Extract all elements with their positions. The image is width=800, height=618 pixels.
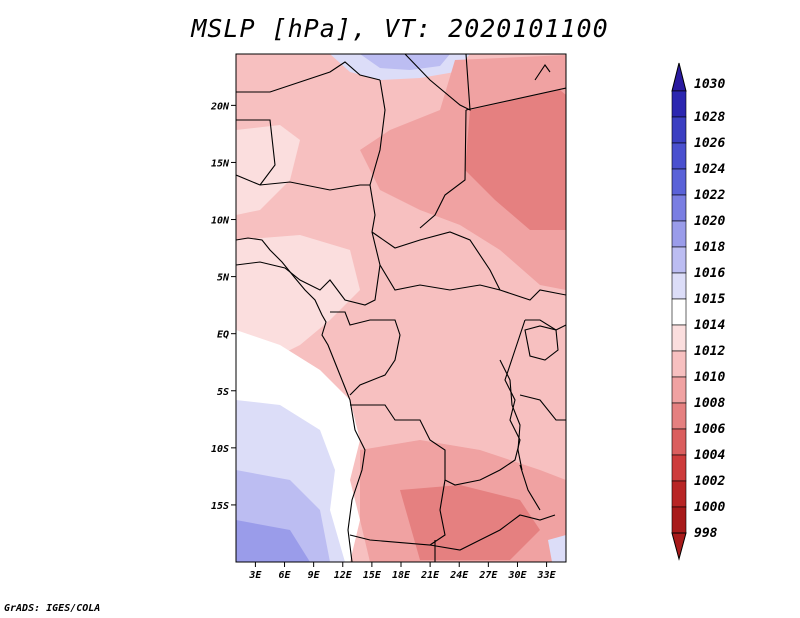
- colorbar-label: 1024: [694, 162, 725, 177]
- colorbar-swatch: [671, 116, 687, 144]
- y-tick-label: 5N: [217, 273, 230, 284]
- y-tick-label: 5S: [217, 387, 229, 398]
- x-tick-label: 15E: [363, 570, 382, 581]
- border-tanzania: [519, 394, 566, 421]
- colorbar-label: 1015: [694, 292, 725, 307]
- border-gabon-congo: [330, 311, 401, 396]
- border-libya-chad: [369, 79, 386, 186]
- lake-malawi: [519, 464, 541, 511]
- pressure-field: [236, 54, 566, 562]
- y-tick-label: 20N: [210, 101, 230, 112]
- field-atlantic-1020: [236, 520, 310, 562]
- border-zambia-zimbabwe: [429, 514, 556, 551]
- x-tick-label: 12E: [334, 570, 353, 581]
- field-sudan-low-core: [465, 90, 566, 230]
- colorbar-label: 1000: [694, 500, 725, 515]
- lake-victoria: [524, 325, 559, 361]
- y-tick-label: EQ: [217, 330, 229, 341]
- border-libya-egypt: [404, 54, 471, 111]
- border-drc-north: [379, 264, 566, 301]
- colorbar-swatch: [671, 506, 687, 534]
- border-angola-namibia: [349, 479, 446, 546]
- border-uganda-kenya: [525, 319, 566, 331]
- x-tick-label: 30E: [507, 570, 527, 581]
- colorbar-swatch: [671, 246, 687, 274]
- colorbar-swatch: [671, 480, 687, 508]
- x-tick-label: 3E: [248, 570, 262, 581]
- x-tick-label: 18E: [392, 570, 411, 581]
- x-tick-label: 27E: [478, 570, 498, 581]
- colorbar-label: 1030: [694, 77, 725, 92]
- colorbar-label: 1006: [694, 422, 725, 437]
- colorbar-swatch: [671, 168, 687, 196]
- border-chad-sudan: [419, 109, 467, 229]
- colorbar-label: 1022: [694, 188, 725, 203]
- colorbar-label: 1026: [694, 136, 725, 151]
- border-mali-niger: [236, 119, 276, 186]
- colorbar-swatch: [671, 272, 687, 300]
- colorbar-swatch: [671, 142, 687, 170]
- footer-credit: GrADS: IGES/COLA: [4, 603, 101, 614]
- colorbar-label: 1010: [694, 370, 725, 385]
- colorbar-label: 998: [694, 526, 718, 541]
- x-axis: 3E 6E 9E 12E 15E 18E 21E 24E 27E 30E 33E: [248, 562, 557, 581]
- y-tick-label: 15S: [211, 501, 229, 512]
- x-tick-label: 24E: [449, 570, 469, 581]
- colorbar-label: 1018: [694, 240, 725, 255]
- coastline-west: [236, 237, 366, 562]
- border-car: [371, 231, 501, 291]
- field-guinea: [236, 235, 360, 360]
- x-tick-label: 6E: [279, 570, 292, 581]
- colorbar-label: 1008: [694, 396, 725, 411]
- colorbar-bottom-arrow: [671, 532, 687, 561]
- borders: [236, 54, 566, 562]
- colorbar: 1030 1028 1026 1024 1022 1020 1018 1016 1015 1014…: [671, 62, 725, 561]
- colorbar-label: 1004: [694, 448, 725, 463]
- colorbar-label: 1014: [694, 318, 725, 333]
- border-drc-angola-zambia: [350, 319, 526, 486]
- border-nigeria-cameroon: [236, 231, 381, 306]
- border-algeria-libya: [236, 61, 381, 93]
- colorbar-label: 1020: [694, 214, 725, 229]
- field-west-sahara: [236, 125, 300, 215]
- colorbar-swatch: [671, 194, 687, 222]
- colorbar-label: 1012: [694, 344, 725, 359]
- colorbar-top-arrow: [671, 62, 687, 92]
- colorbar-swatch: [671, 220, 687, 248]
- colorbar-swatch: [671, 298, 687, 326]
- coastline: [236, 64, 559, 562]
- x-tick-label: 21E: [420, 570, 440, 581]
- x-tick-label: 9E: [308, 570, 321, 581]
- red-sea-coast: [534, 64, 551, 81]
- colorbar-swatch: [671, 90, 687, 118]
- field-east-coast: [548, 535, 566, 562]
- lake-tanganyika: [499, 359, 523, 471]
- colorbar-label: 1002: [694, 474, 725, 489]
- border-egypt-sudan: [465, 87, 566, 111]
- colorbar-label: 1028: [694, 110, 725, 125]
- x-tick-label: 33E: [537, 570, 557, 581]
- colorbar-swatch: [671, 402, 687, 430]
- colorbar-swatch: [671, 428, 687, 456]
- y-tick-label: 10S: [211, 444, 229, 455]
- colorbar-swatch: [671, 376, 687, 404]
- y-tick-label: 10N: [211, 216, 230, 227]
- colorbar-swatch: [671, 324, 687, 352]
- field-north-high-core: [360, 54, 450, 70]
- colorbar-label: 1016: [694, 266, 725, 281]
- colorbar-swatch: [671, 350, 687, 378]
- colorbar-swatch: [671, 454, 687, 482]
- y-axis: 20N 15N 10N 5N EQ 5S 10S 15S: [210, 101, 236, 512]
- border-niger-south: [236, 174, 376, 233]
- map-title: MSLP [hPa], VT: 2020101100: [191, 14, 609, 43]
- y-tick-label: 15N: [211, 158, 230, 169]
